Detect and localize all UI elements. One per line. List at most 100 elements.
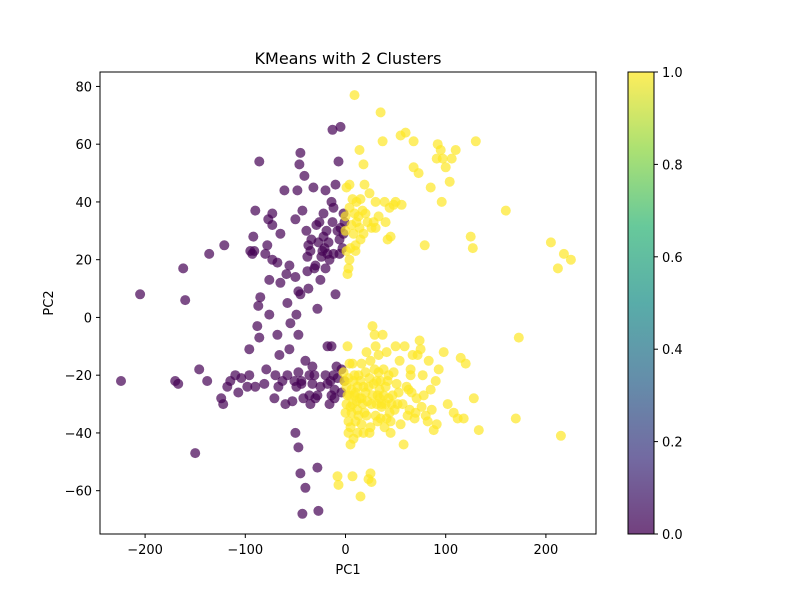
cluster-0-point: [244, 344, 255, 355]
cluster-1-point: [423, 355, 434, 366]
cluster-0-point: [312, 462, 323, 473]
colorbar-tick-label: 1.0: [662, 66, 683, 81]
cluster-0-point: [330, 179, 341, 190]
cluster-1-point: [442, 399, 453, 410]
cluster-1-point: [425, 182, 436, 193]
points-layer: [116, 90, 576, 519]
x-tick-label: −200: [127, 543, 163, 558]
cluster-0-point: [330, 289, 341, 300]
x-tick-label: 0: [341, 543, 349, 558]
colorbar-tick-label: 0.8: [662, 158, 683, 173]
cluster-0-point: [236, 373, 247, 384]
cluster-1-point: [333, 479, 344, 490]
cluster-0-point: [307, 361, 318, 372]
cluster-1-point: [473, 425, 484, 436]
cluster-0-point: [285, 318, 296, 329]
cluster-1-point: [408, 136, 419, 147]
cluster-1-point: [340, 211, 351, 222]
x-tick-label: 100: [433, 543, 458, 558]
cluster-0-point: [242, 381, 253, 392]
cluster-1-point: [360, 208, 371, 219]
cluster-0-point: [297, 205, 308, 216]
cluster-1-point: [468, 393, 479, 404]
cluster-0-point: [300, 482, 311, 493]
y-tick-label: 0: [84, 311, 92, 326]
cluster-0-point: [335, 121, 346, 132]
cluster-0-point: [290, 427, 301, 438]
cluster-0-point: [259, 378, 270, 389]
cluster-1-point: [344, 179, 355, 190]
colorbar: 0.0 0.2 0.4 0.6 0.8 1.0: [627, 66, 683, 543]
cluster-1-point: [365, 422, 376, 433]
cluster-1-point: [358, 159, 369, 170]
cluster-0-point: [218, 399, 229, 410]
cluster-0-point: [303, 283, 314, 294]
cluster-1-point: [450, 145, 461, 155]
x-tick-label: 200: [533, 543, 558, 558]
cluster-0-point: [282, 298, 293, 308]
cluster-0-point: [244, 370, 255, 381]
cluster-1-point: [417, 370, 428, 381]
cluster-0-point: [274, 350, 285, 360]
cluster-1-point: [369, 329, 380, 340]
cluster-0-point: [116, 376, 126, 386]
cluster-1-point: [347, 358, 358, 369]
cluster-1-point: [396, 199, 407, 210]
cluster-1-point: [342, 341, 353, 352]
cluster-1-point: [373, 350, 384, 360]
cluster-0-point: [299, 170, 310, 181]
cluster-1-point: [416, 401, 427, 412]
cluster-0-point: [233, 387, 244, 398]
cluster-1-point: [365, 355, 376, 366]
cluster-0-point: [293, 329, 304, 340]
cluster-1-point: [361, 347, 372, 358]
cluster-0-point: [282, 370, 293, 381]
cluster-1-point: [377, 136, 388, 147]
cluster-0-point: [310, 260, 321, 271]
cluster-0-point: [180, 295, 191, 306]
cluster-0-point: [287, 396, 298, 407]
cluster-1-point: [358, 427, 369, 438]
cluster-0-point: [173, 378, 184, 389]
cluster-0-point: [284, 260, 295, 271]
cluster-0-point: [267, 220, 278, 230]
cluster-0-point: [250, 205, 261, 216]
cluster-1-point: [418, 390, 429, 401]
y-tick-label: 40: [75, 196, 92, 211]
cluster-1-point: [366, 477, 377, 487]
cluster-0-point: [328, 202, 339, 213]
colorbar-tick-label: 0.0: [662, 528, 683, 543]
cluster-0-point: [327, 124, 338, 135]
cluster-1-point: [370, 196, 381, 207]
cluster-1-point: [385, 416, 396, 427]
cluster-1-point: [500, 205, 511, 216]
cluster-1-point: [390, 341, 401, 352]
cluster-0-point: [269, 393, 280, 404]
cluster-1-point: [552, 263, 563, 274]
cluster-0-point: [296, 378, 307, 389]
cluster-1-point: [375, 107, 386, 118]
cluster-0-point: [253, 300, 264, 311]
y-tick-label: −60: [65, 485, 92, 500]
cluster-0-point: [219, 240, 230, 251]
cluster-0-point: [281, 269, 292, 280]
cluster-1-point: [431, 419, 442, 430]
cluster-1-point: [426, 404, 437, 415]
colorbar-tick-label: 0.6: [662, 251, 683, 266]
cluster-0-point: [250, 381, 261, 392]
cluster-0-point: [264, 274, 275, 285]
cluster-0-point: [321, 225, 332, 236]
cluster-1-point: [365, 468, 376, 479]
cluster-1-point: [422, 416, 433, 427]
cluster-1-point: [373, 211, 384, 222]
cluster-1-point: [355, 194, 366, 205]
cluster-0-point: [295, 468, 306, 479]
cluster-0-point: [323, 237, 334, 248]
cluster-0-point: [324, 399, 335, 410]
cluster-1-point: [377, 329, 388, 340]
cluster-1-point: [359, 179, 370, 190]
y-tick-label: 20: [75, 254, 92, 269]
cluster-0-point: [314, 217, 325, 228]
cluster-0-point: [290, 214, 301, 225]
cluster-1-point: [446, 153, 457, 164]
